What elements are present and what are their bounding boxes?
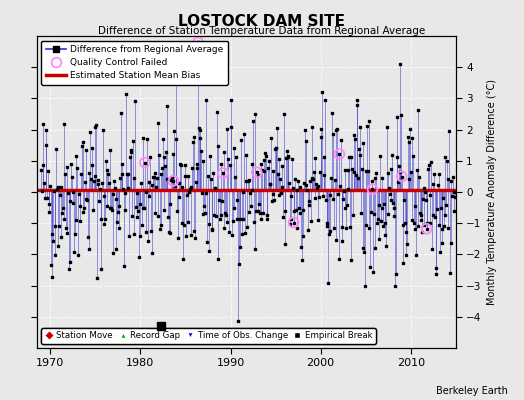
Legend: Station Move, Record Gap, Time of Obs. Change, Empirical Break: Station Move, Record Gap, Time of Obs. C… [41,328,376,344]
Point [169,178,178,184]
Text: LOSTOCK DAM SITE: LOSTOCK DAM SITE [179,14,345,29]
Point [140,159,149,166]
Point [422,226,431,232]
Point [219,170,227,176]
Point [398,173,406,180]
Point [289,219,298,226]
Text: Difference of Station Temperature Data from Regional Average: Difference of Station Temperature Data f… [99,26,425,36]
Text: Berkeley Earth: Berkeley Earth [436,386,508,396]
Y-axis label: Monthly Temperature Anomaly Difference (°C): Monthly Temperature Anomaly Difference (… [487,79,497,305]
Point [368,186,377,192]
Point [194,39,202,46]
Point [253,169,261,176]
Point [335,151,344,157]
